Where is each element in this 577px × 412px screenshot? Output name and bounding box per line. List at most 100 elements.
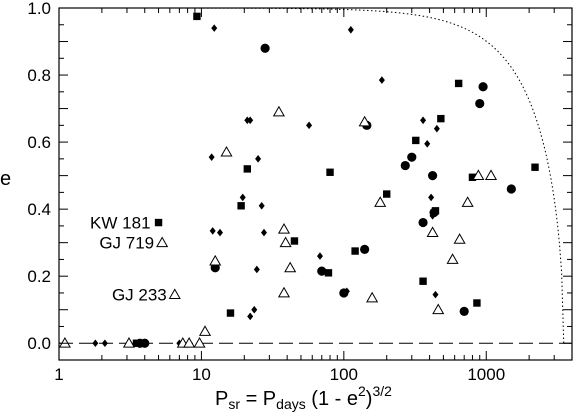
x-tick-label: 100: [330, 365, 358, 384]
triangle-data-point: [272, 105, 285, 117]
circle-data-point: [407, 152, 417, 162]
triangle-data-point: [279, 236, 292, 248]
triangle-data-point: [183, 337, 196, 348]
maximum-eccentricity-dotted-curve: [59, 7, 565, 344]
diamond-data-point: [420, 116, 427, 125]
triangle-data-point: [366, 291, 379, 303]
diamond-data-point: [92, 339, 99, 348]
square-data-point: [531, 163, 539, 171]
square-data-point: [290, 237, 299, 245]
square-data-point: [132, 339, 141, 347]
triangle-data-point: [58, 337, 71, 348]
square-data-point: [226, 309, 235, 317]
triangle-data-point: [446, 253, 459, 264]
square-data-point: [431, 207, 440, 215]
circle-data-point: [260, 43, 270, 53]
diamond-data-point: [253, 265, 260, 274]
diamond-data-point: [306, 121, 313, 130]
y-axis-label: e: [0, 168, 11, 190]
diamond-data-point: [251, 305, 258, 314]
annotation-label: GJ 233: [112, 286, 167, 305]
triangle-data-point: [220, 145, 233, 157]
diamond-data-point: [433, 124, 440, 133]
square-data-point: [237, 202, 245, 210]
diamond-data-point: [211, 24, 218, 32]
circle-data-point: [506, 184, 516, 194]
y-tick-label: 0.4: [27, 200, 51, 219]
x-axis-label-main: P: [215, 388, 228, 410]
square-data-point: [454, 79, 463, 88]
square-data-point: [324, 269, 333, 277]
triangle-data-point: [193, 337, 206, 348]
x-axis-label-sup: 2: [358, 383, 366, 399]
triangle-data-point: [277, 223, 291, 234]
square-data-point: [437, 114, 445, 123]
diamond-data-point: [247, 312, 254, 321]
y-tick-label: 0.6: [27, 133, 51, 152]
annotation-square-marker: [154, 218, 163, 227]
triangle-data-point: [426, 226, 439, 238]
annotation-label: GJ 719: [99, 234, 154, 253]
circle-data-point: [140, 338, 150, 348]
diamond-data-point: [258, 201, 265, 210]
y-tick-label: 1.0: [27, 0, 51, 18]
tick-labels: 1 10 100 1000 0.0 0.2 0.4 0.6 0.8 1.0: [27, 0, 505, 384]
triangle-data-point: [461, 196, 474, 207]
diamond-data-point: [247, 116, 254, 125]
x-axis-label-sub1: sr: [228, 396, 240, 412]
circle-data-point: [478, 82, 488, 92]
diamond-data-point: [316, 252, 323, 260]
square-data-point: [412, 136, 420, 145]
x-axis-label-rest: (1 - e: [306, 388, 358, 410]
annotation-triangle-marker: [156, 236, 169, 248]
y-tick-label: 0.0: [27, 334, 51, 353]
triangle-data-point: [284, 261, 297, 273]
diamond-data-point: [255, 155, 262, 163]
circle-data-point: [475, 98, 485, 109]
circle-data-point: [400, 160, 410, 171]
triangle-data-point: [432, 303, 445, 315]
x-axis-label-exp: 3/2: [372, 383, 392, 399]
triangle-data-point: [472, 169, 485, 181]
diamond-data-point: [429, 212, 436, 220]
square-data-point: [351, 247, 359, 255]
circle-data-point: [210, 263, 220, 273]
diamond-data-point: [260, 228, 267, 237]
x-tick-label: 1000: [467, 365, 505, 384]
square-data-point: [383, 190, 391, 198]
circle-data-point: [418, 217, 428, 228]
diamond-data-point: [424, 139, 431, 148]
triangle-data-point: [453, 233, 466, 244]
square-data-point: [419, 277, 427, 285]
circle-data-point: [427, 171, 438, 181]
diamond-data-point: [378, 76, 385, 84]
square-data-point: [473, 299, 481, 307]
square-data-point: [326, 168, 334, 176]
diamond-data-point: [343, 287, 350, 296]
circle-data-point: [459, 306, 469, 316]
diamond-data-point: [216, 228, 223, 237]
x-axis-label: Psr = Pdays (1 - e2)3/2: [215, 383, 392, 412]
circle-data-point: [317, 266, 327, 276]
x-axis-label-mid: = P: [240, 388, 276, 410]
triangle-data-point: [122, 337, 136, 348]
square-data-point: [193, 12, 201, 21]
circle-data-point: [360, 244, 370, 254]
data-points: [58, 12, 539, 348]
annotation-label: KW 181: [90, 214, 150, 233]
square-data-point: [243, 165, 252, 173]
diamond-data-point: [208, 153, 215, 161]
square-data-point: [468, 173, 477, 181]
x-tick-label: 10: [192, 365, 211, 384]
triangle-data-point: [484, 169, 498, 181]
plot-frame: [58, 7, 573, 361]
triangle-data-point: [198, 325, 212, 336]
diamond-data-point: [239, 193, 246, 202]
diamond-data-point: [432, 290, 439, 299]
x-axis-label-sub2: days: [276, 396, 306, 412]
y-tick-label: 0.2: [27, 267, 51, 286]
axis-ticks: [58, 7, 573, 360]
triangle-data-point: [374, 196, 387, 207]
